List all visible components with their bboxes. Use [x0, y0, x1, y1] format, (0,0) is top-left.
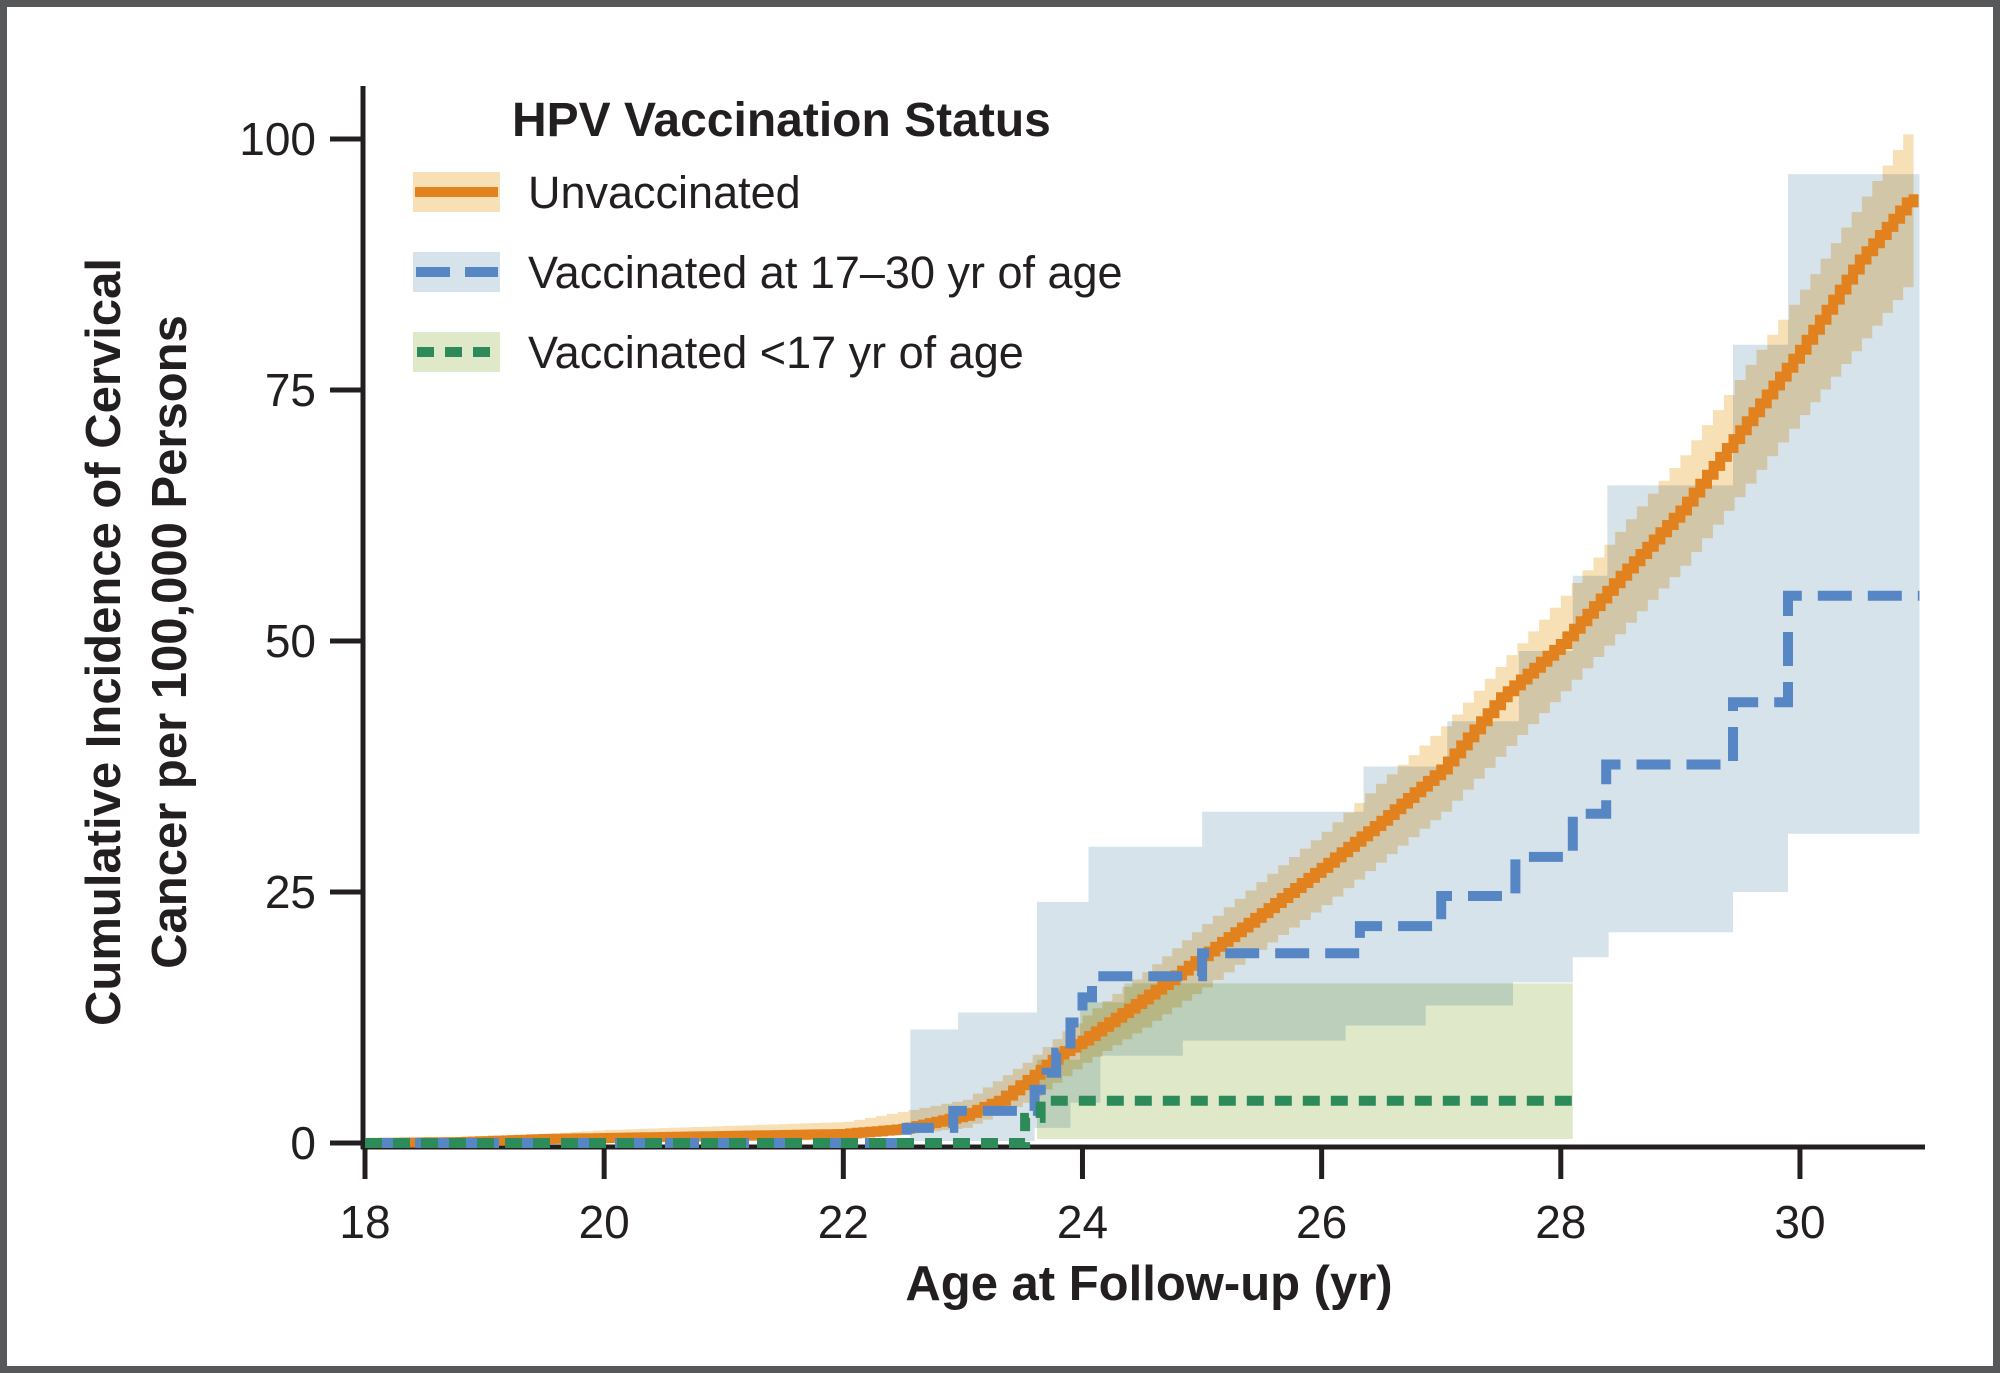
x-tick-label: 30 — [1774, 1196, 1825, 1248]
legend-label-unvaccinated: Unvaccinated — [528, 167, 801, 218]
legend-title: HPV Vaccination Status — [512, 94, 1051, 147]
y-tick-label: 0 — [290, 1117, 316, 1169]
legend-item-unvaccinated: Unvaccinated — [413, 167, 801, 218]
series-line-solid — [365, 194, 1919, 1148]
y-tick-label: 75 — [265, 364, 316, 416]
x-tick-label: 24 — [1057, 1196, 1108, 1248]
y-axis-title-line1: Cumulative Incidence of Cervical — [77, 258, 131, 1026]
y-tick-label: 50 — [265, 615, 316, 667]
legend-item-vaccinated-17-30: Vaccinated at 17–30 yr of age — [413, 247, 1123, 298]
survival-curves — [365, 194, 1920, 1148]
legend: HPV Vaccination Status Unvaccinated Vacc… — [413, 94, 1123, 378]
ci-band — [910, 174, 1920, 1142]
tick-labels: 0 25 50 75 100 18 20 22 24 26 28 30 — [239, 113, 1825, 1248]
y-tick-label: 25 — [265, 866, 316, 918]
x-axis-title: Age at Follow-up (yr) — [905, 1257, 1392, 1311]
x-tick-label: 28 — [1535, 1196, 1586, 1248]
legend-label-vaccinated-under-17: Vaccinated <17 yr of age — [528, 327, 1024, 378]
y-axis-title-line2: Cancer per 100,000 Persons — [143, 315, 197, 969]
x-tick-label: 18 — [339, 1196, 390, 1248]
y-tick-label: 100 — [239, 113, 316, 165]
km-chart: 0 25 50 75 100 18 20 22 24 26 28 30 Age at Follow-u… — [77, 86, 1925, 1311]
legend-item-vaccinated-under-17: Vaccinated <17 yr of age — [413, 327, 1024, 378]
x-tick-label: 26 — [1296, 1196, 1347, 1248]
series-line-dashed — [365, 590, 1920, 1148]
x-tick-label: 20 — [579, 1196, 630, 1248]
x-tick-label: 22 — [818, 1196, 869, 1248]
legend-label-vaccinated-17-30: Vaccinated at 17–30 yr of age — [528, 247, 1123, 298]
ci-band — [1037, 983, 1573, 1139]
